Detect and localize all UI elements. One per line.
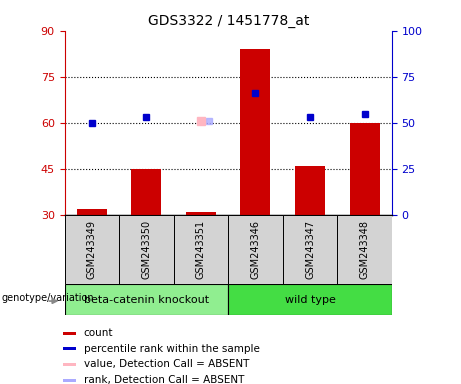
Bar	[65, 215, 119, 284]
Bar	[174, 215, 228, 284]
Text: GSM243346: GSM243346	[250, 220, 260, 279]
Bar	[228, 215, 283, 284]
Text: GSM243349: GSM243349	[87, 220, 97, 279]
Text: value, Detection Call = ABSENT: value, Detection Call = ABSENT	[83, 359, 249, 369]
Bar	[63, 332, 76, 334]
Bar	[228, 284, 392, 315]
Bar	[283, 215, 337, 284]
Text: GSM243348: GSM243348	[360, 220, 370, 279]
Bar	[337, 215, 392, 284]
Bar	[131, 169, 161, 215]
Bar	[65, 284, 228, 315]
Bar	[63, 363, 76, 366]
Bar	[63, 379, 76, 382]
Bar	[77, 209, 107, 215]
Title: GDS3322 / 1451778_at: GDS3322 / 1451778_at	[148, 14, 309, 28]
Bar	[119, 215, 174, 284]
Text: genotype/variation: genotype/variation	[1, 293, 94, 303]
Text: GSM243351: GSM243351	[196, 220, 206, 279]
Text: percentile rank within the sample: percentile rank within the sample	[83, 344, 260, 354]
Text: rank, Detection Call = ABSENT: rank, Detection Call = ABSENT	[83, 375, 244, 384]
Bar	[186, 212, 216, 215]
Text: beta-catenin knockout: beta-catenin knockout	[84, 295, 209, 305]
Text: GSM243347: GSM243347	[305, 220, 315, 279]
Text: GSM243350: GSM243350	[142, 220, 151, 279]
Bar	[349, 123, 379, 215]
Bar	[63, 347, 76, 350]
Bar	[295, 166, 325, 215]
Text: count: count	[83, 328, 113, 338]
Bar	[241, 49, 271, 215]
Text: wild type: wild type	[284, 295, 336, 305]
